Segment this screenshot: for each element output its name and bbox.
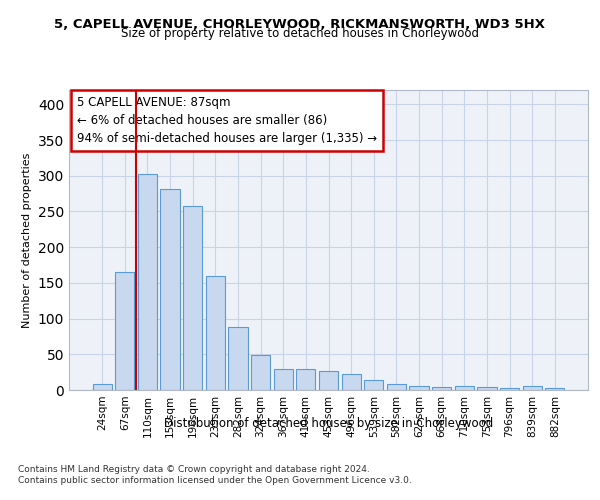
Bar [251, 355, 270, 390]
Bar [296, 368, 316, 390]
Y-axis label: Number of detached properties: Number of detached properties [22, 152, 32, 328]
Bar [274, 368, 293, 390]
Bar [432, 387, 451, 390]
Bar [387, 384, 406, 390]
Bar [500, 388, 519, 390]
Bar [455, 386, 474, 390]
Bar [92, 384, 112, 390]
Bar [183, 206, 202, 390]
Bar [229, 327, 248, 390]
Text: Contains HM Land Registry data © Crown copyright and database right 2024.: Contains HM Land Registry data © Crown c… [18, 465, 370, 474]
Bar [545, 388, 565, 390]
Bar [319, 372, 338, 390]
Text: 5 CAPELL AVENUE: 87sqm
← 6% of detached houses are smaller (86)
94% of semi-deta: 5 CAPELL AVENUE: 87sqm ← 6% of detached … [77, 96, 377, 145]
Bar [409, 386, 428, 390]
Bar [523, 386, 542, 390]
Text: Contains public sector information licensed under the Open Government Licence v3: Contains public sector information licen… [18, 476, 412, 485]
Bar [206, 276, 225, 390]
Text: 5, CAPELL AVENUE, CHORLEYWOOD, RICKMANSWORTH, WD3 5HX: 5, CAPELL AVENUE, CHORLEYWOOD, RICKMANSW… [55, 18, 545, 30]
Text: Size of property relative to detached houses in Chorleywood: Size of property relative to detached ho… [121, 28, 479, 40]
Bar [160, 188, 180, 390]
Bar [477, 387, 497, 390]
Bar [364, 380, 383, 390]
Bar [138, 174, 157, 390]
Text: Distribution of detached houses by size in Chorleywood: Distribution of detached houses by size … [164, 418, 493, 430]
Bar [115, 272, 134, 390]
Bar [341, 374, 361, 390]
